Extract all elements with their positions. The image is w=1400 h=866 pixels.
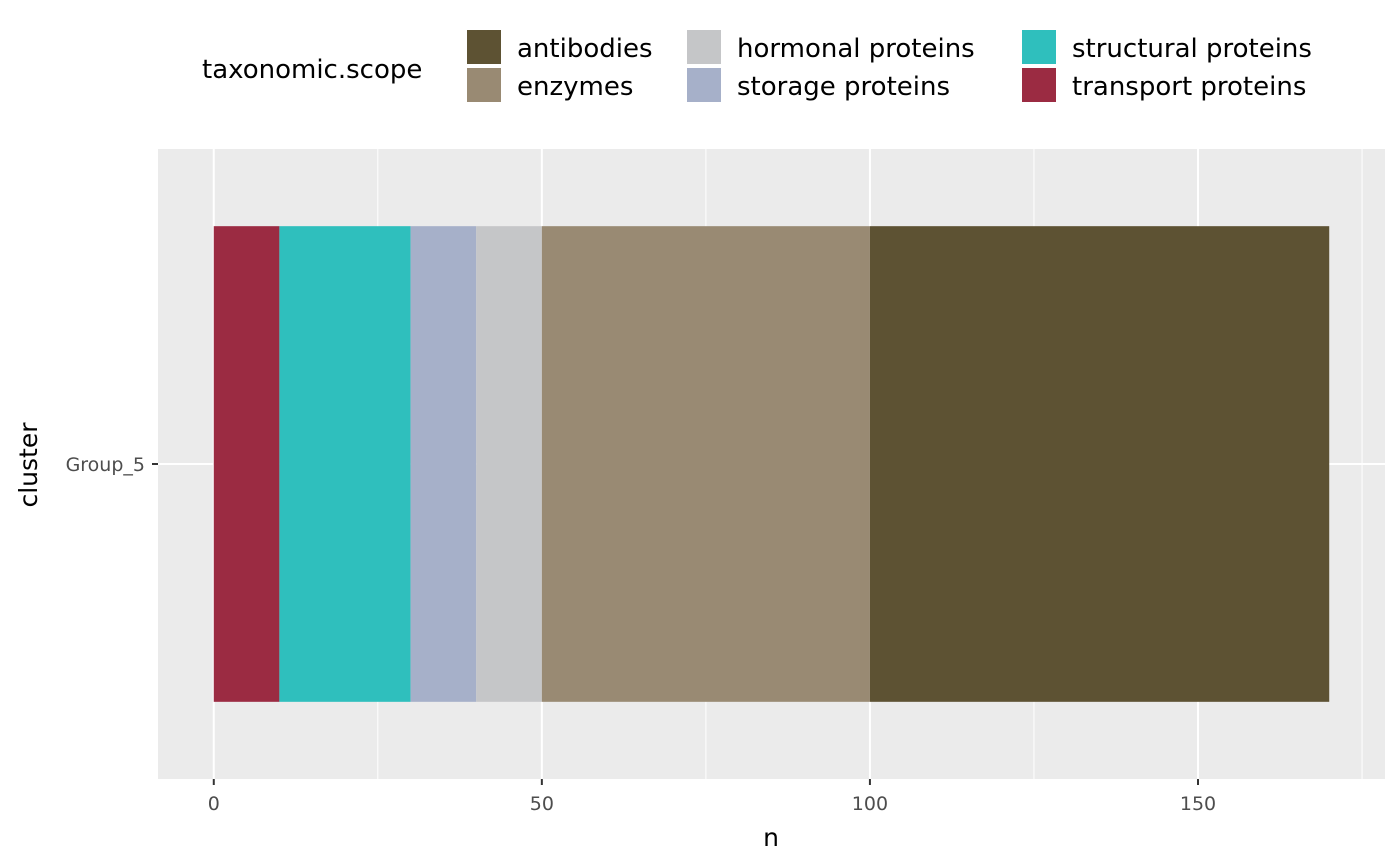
bar-segment-hormonal-proteins bbox=[476, 226, 542, 702]
bar-segment-antibodies bbox=[869, 226, 1330, 702]
x-tick-label: 100 bbox=[852, 793, 888, 815]
y-tick-label: Group_5 bbox=[66, 454, 145, 476]
y-axis-title: cluster bbox=[14, 422, 43, 508]
legend-key bbox=[1022, 68, 1056, 102]
legend-label: structural proteins bbox=[1072, 34, 1312, 64]
bar-segment-transport-proteins bbox=[213, 226, 280, 702]
y-axis: Group_5 bbox=[66, 454, 158, 476]
x-tick-label: 0 bbox=[208, 793, 220, 815]
legend-item-storage-proteins: storage proteins bbox=[687, 68, 950, 102]
x-tick-label: 150 bbox=[1180, 793, 1216, 815]
legend-key bbox=[687, 68, 721, 102]
legend-key bbox=[1022, 30, 1056, 64]
x-tick-label: 50 bbox=[530, 793, 554, 815]
bar-segment-structural-proteins bbox=[279, 226, 411, 702]
legend-item-antibodies: antibodies bbox=[467, 30, 653, 64]
legend-key bbox=[687, 30, 721, 64]
bar-segment-storage-proteins bbox=[410, 226, 477, 702]
legend-key bbox=[467, 68, 501, 102]
x-axis: 0 50 100 150 bbox=[208, 779, 1216, 815]
legend-label: storage proteins bbox=[737, 72, 950, 102]
legend-label: enzymes bbox=[517, 72, 633, 102]
legend-title: taxonomic.scope bbox=[202, 55, 422, 85]
x-axis-title: n bbox=[763, 823, 779, 852]
legend-item-hormonal-proteins: hormonal proteins bbox=[687, 30, 975, 64]
legend: taxonomic.scope antibodies enzymes hormona… bbox=[202, 30, 1312, 102]
legend-item-enzymes: enzymes bbox=[467, 68, 633, 102]
legend-item-transport-proteins: transport proteins bbox=[1022, 68, 1306, 102]
bar-segments bbox=[213, 226, 1330, 702]
legend-key bbox=[467, 30, 501, 64]
bar-segment-enzymes bbox=[541, 226, 870, 702]
legend-label: hormonal proteins bbox=[737, 34, 975, 64]
legend-item-structural-proteins: structural proteins bbox=[1022, 30, 1312, 64]
legend-label: antibodies bbox=[517, 34, 653, 64]
legend-label: transport proteins bbox=[1072, 72, 1306, 102]
